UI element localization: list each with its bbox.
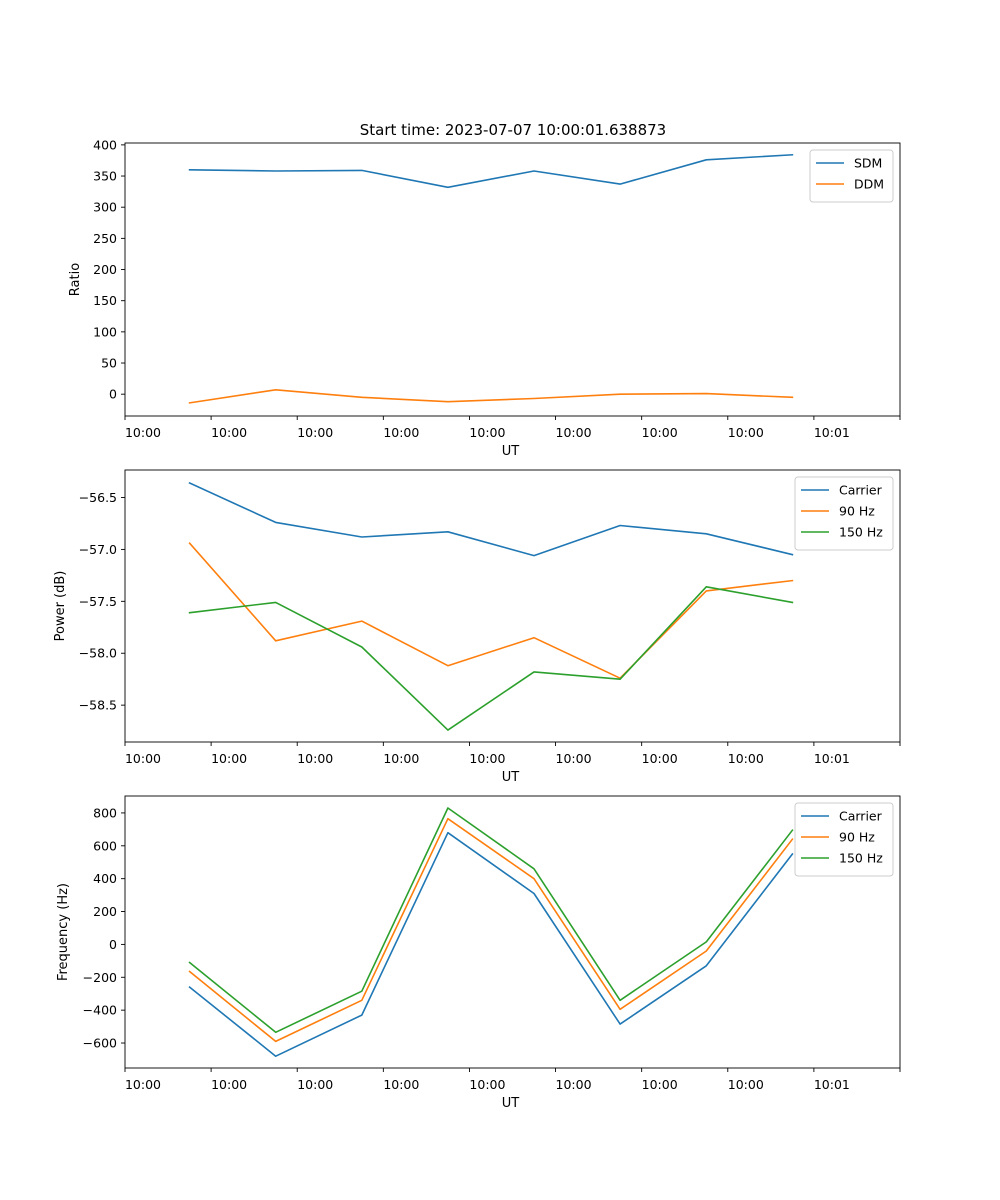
x-tick-label: 10:00 bbox=[642, 751, 678, 766]
y-tick-label: 400 bbox=[93, 137, 117, 152]
x-tick-label: 10:00 bbox=[211, 425, 247, 440]
series-line-150-hz bbox=[188, 807, 794, 1034]
y-tick-label: 400 bbox=[93, 871, 117, 886]
chart-1: 10:00 10:00 10:00 10:00 10:00 10:00 10:00 10:00… bbox=[68, 137, 901, 459]
legend-label: Carrier bbox=[839, 809, 883, 824]
legend-label: 90 Hz bbox=[839, 830, 875, 845]
y-tick-label: 0 bbox=[109, 937, 117, 952]
x-tick-label: 10:00 bbox=[469, 751, 505, 766]
x-tick-label: 10:01 bbox=[814, 425, 850, 440]
y-tick-label: 350 bbox=[93, 169, 117, 184]
y-tick-label: 600 bbox=[93, 838, 117, 853]
x-tick-label: 10:00 bbox=[642, 425, 678, 440]
x-tick-label: 10:00 bbox=[728, 751, 764, 766]
x-tick-label: 10:01 bbox=[814, 1077, 850, 1092]
y-tick-label: −400 bbox=[83, 1003, 117, 1018]
y-tick-label: 150 bbox=[93, 293, 117, 308]
x-tick-label: 10:00 bbox=[556, 425, 592, 440]
legend: SDM DDM bbox=[809, 149, 894, 203]
y-axis-label: Ratio bbox=[68, 263, 83, 296]
axes-frame bbox=[124, 795, 901, 1069]
y-tick-label: −600 bbox=[83, 1036, 117, 1051]
series-line-carrier bbox=[188, 831, 794, 1057]
x-tick-label: 10:00 bbox=[383, 425, 419, 440]
x-tick-label: 10:00 bbox=[297, 1077, 333, 1092]
y-tick-label: 250 bbox=[93, 231, 117, 246]
y-tick-label: 50 bbox=[101, 356, 117, 371]
series-line-carrier bbox=[188, 481, 794, 557]
y-tick-label: 300 bbox=[93, 200, 117, 215]
x-tick-label: 10:00 bbox=[728, 1077, 764, 1092]
series-line-90-hz bbox=[188, 817, 794, 1043]
legend-label: DDM bbox=[854, 177, 884, 192]
x-tick-label: 10:00 bbox=[383, 1077, 419, 1092]
legend-label: Carrier bbox=[839, 483, 883, 498]
x-tick-label: 10:00 bbox=[125, 425, 161, 440]
y-tick-label: −200 bbox=[83, 970, 117, 985]
y-tick-label: −58.5 bbox=[79, 698, 117, 713]
plots: 10:00 10:00 10:00 10:00 10:00 10:00 10:00 10:00… bbox=[53, 137, 901, 1111]
y-tick-label: 800 bbox=[93, 805, 117, 820]
series-line-90-hz bbox=[188, 542, 794, 680]
y-tick-label: 200 bbox=[93, 904, 117, 919]
chart-2: 10:00 10:00 10:00 10:00 10:00 10:00 10:00 10:00… bbox=[53, 469, 901, 785]
x-tick-label: 10:00 bbox=[297, 425, 333, 440]
x-tick-label: 10:00 bbox=[642, 1077, 678, 1092]
x-tick-label: 10:00 bbox=[211, 751, 247, 766]
legend-label: 90 Hz bbox=[839, 504, 875, 519]
y-tick-label: 100 bbox=[93, 324, 117, 339]
y-axis-label: Power (dB) bbox=[53, 571, 68, 642]
x-tick-label: 10:00 bbox=[211, 1077, 247, 1092]
x-axis-label: UT bbox=[502, 1096, 520, 1111]
y-axis-label: Frequency (Hz) bbox=[56, 883, 71, 981]
y-tick-label: 0 bbox=[109, 387, 117, 402]
y-tick-label: −56.5 bbox=[79, 490, 117, 505]
x-tick-label: 10:00 bbox=[728, 425, 764, 440]
x-tick-label: 10:00 bbox=[297, 751, 333, 766]
series-line-ddm bbox=[188, 388, 794, 404]
series-line-150-hz bbox=[188, 585, 794, 731]
x-tick-label: 10:00 bbox=[383, 751, 419, 766]
axes-frame bbox=[124, 142, 901, 417]
x-tick-label: 10:00 bbox=[125, 1077, 161, 1092]
x-tick-label: 10:00 bbox=[556, 1077, 592, 1092]
x-tick-label: 10:01 bbox=[814, 751, 850, 766]
chart-3: 10:00 10:00 10:00 10:00 10:00 10:00 10:00 10:00… bbox=[56, 795, 901, 1111]
x-tick-label: 10:00 bbox=[556, 751, 592, 766]
legend: Carrier 90 Hz 150 Hz bbox=[794, 802, 894, 877]
y-tick-label: −57.0 bbox=[79, 542, 117, 557]
x-axis-label: UT bbox=[502, 770, 520, 785]
y-tick-label: 200 bbox=[93, 262, 117, 277]
axes-frame bbox=[124, 469, 901, 743]
legend-label: 150 Hz bbox=[839, 525, 883, 540]
y-tick-label: −58.0 bbox=[79, 646, 117, 661]
series-line-sdm bbox=[188, 153, 794, 189]
x-tick-label: 10:00 bbox=[469, 425, 505, 440]
y-tick-label: −57.5 bbox=[79, 594, 117, 609]
x-tick-label: 10:00 bbox=[469, 1077, 505, 1092]
x-tick-label: 10:00 bbox=[125, 751, 161, 766]
figure-title: Start time: 2023-07-07 10:00:01.638873 bbox=[360, 121, 666, 139]
legend-label: 150 Hz bbox=[839, 851, 883, 866]
legend-label: SDM bbox=[854, 156, 882, 171]
x-axis-label: UT bbox=[502, 444, 520, 459]
legend: Carrier 90 Hz 150 Hz bbox=[794, 476, 894, 551]
